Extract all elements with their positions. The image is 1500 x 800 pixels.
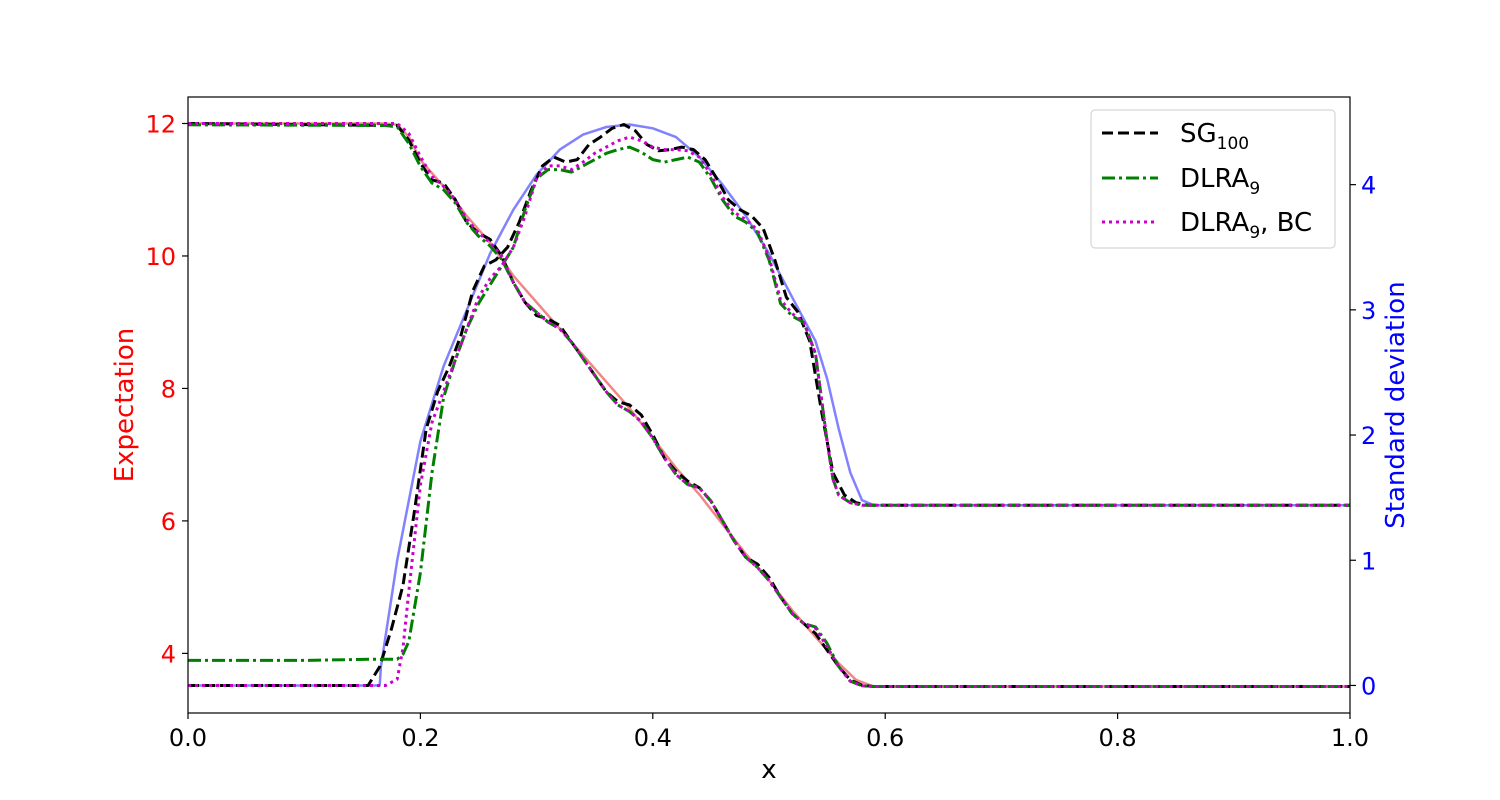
right-axis-label: Standard deviation [1381,281,1411,528]
series-line-solid-left-0 [188,122,1350,688]
x-axis-label: x [761,755,776,785]
left-axis-label: Expectation [110,328,140,483]
left-tick-label: 8 [161,375,176,403]
legend-label-sg: SG100 [1180,119,1249,154]
series-line-solid-right-1 [188,123,1350,687]
series-line-dashdot-right-5 [188,145,1350,662]
legend-label-dlra-bc: DLRA9, BC [1180,208,1312,243]
legend-item-dlra: DLRA9 [1102,164,1260,199]
x-tick-label: 1.0 [1331,724,1369,752]
plot-frame [187,96,1351,714]
left-tick-label: 12 [145,110,176,138]
legend-item-dlra-bc: DLRA9, BC [1102,208,1312,243]
right-tick-label: 3 [1361,297,1376,325]
left-tick-label: 6 [161,508,176,536]
series-line-dashdot-left-4 [188,123,1350,688]
x-tick-label: 0.6 [866,724,904,752]
legend-item-sg: SG100 [1102,119,1249,154]
legend-box [1090,109,1336,249]
right-tick-label: 0 [1361,672,1376,700]
right-tick-label: 1 [1361,547,1376,575]
plot-lines [188,122,1350,688]
legend: SG100 DLRA9 DLRA9, BC [1090,109,1336,249]
legend-label-dlra: DLRA9 [1180,164,1260,199]
x-tick-label: 0.2 [401,724,439,752]
x-tick-label: 0.4 [634,724,672,752]
x-tick-label: 0.0 [169,724,207,752]
x-tick-label: 0.8 [1099,724,1137,752]
left-tick-label: 4 [161,640,176,668]
series-line-dotted-left-6 [188,122,1350,688]
right-tick-label: 2 [1361,422,1376,450]
left-tick-label: 10 [145,243,176,271]
right-tick-label: 4 [1361,172,1376,200]
